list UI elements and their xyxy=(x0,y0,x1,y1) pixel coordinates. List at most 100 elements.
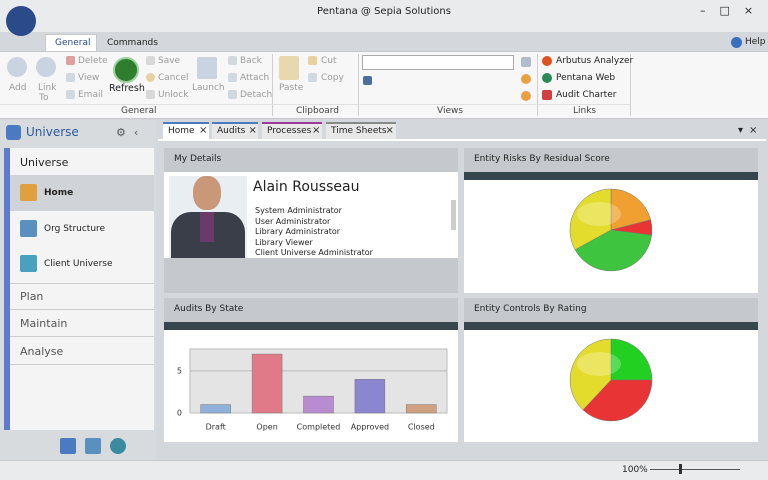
back-icon xyxy=(228,56,237,65)
view-icon[interactable] xyxy=(521,91,531,101)
views-dropdown[interactable] xyxy=(362,55,514,70)
sidebar-icon[interactable] xyxy=(60,438,76,454)
nav-group[interactable]: Plan xyxy=(20,290,44,303)
ribbon-button[interactable]: To xyxy=(39,93,49,103)
x-tick-label: Completed xyxy=(297,423,341,432)
collapse-bar[interactable] xyxy=(164,322,458,330)
ribbon-button[interactable]: Detach xyxy=(240,90,273,100)
panel-header: Entity Controls By Rating xyxy=(464,298,758,322)
panel-header: My Details xyxy=(164,148,458,172)
email-icon xyxy=(66,90,75,99)
help-link[interactable]: Help xyxy=(745,37,766,47)
ribbon-tab[interactable]: Commands xyxy=(107,38,158,48)
view-icon xyxy=(66,73,75,82)
universe-icon xyxy=(6,125,21,140)
doc-tab-label[interactable]: Time Sheets xyxy=(331,126,387,136)
ribbon-button[interactable]: Unlock xyxy=(158,90,189,100)
photo-tie xyxy=(200,212,214,242)
nav-group[interactable]: Analyse xyxy=(20,345,64,358)
x-tick-label: Draft xyxy=(206,423,226,432)
link[interactable]: Arbutus Analyzer xyxy=(556,56,634,66)
nav-item[interactable]: Home xyxy=(44,188,74,198)
pie-slice xyxy=(569,188,612,251)
ribbon-button[interactable]: Link xyxy=(38,83,57,93)
add-icon xyxy=(7,57,27,77)
chart: 0 5 Draft Open Completed Approved Closed xyxy=(164,330,458,442)
x-tick-label: Closed xyxy=(408,423,435,432)
doc-tab-label[interactable]: Home xyxy=(168,126,195,136)
doc-tab[interactable] xyxy=(262,122,322,139)
sidebar-icon[interactable] xyxy=(110,438,126,454)
user-name: Alain Rousseau xyxy=(253,179,360,195)
pie-highlight xyxy=(577,352,621,376)
ribbon-button[interactable]: Save xyxy=(158,56,181,66)
ribbon-button[interactable]: Refresh xyxy=(109,83,145,94)
window-controls[interactable]: –□× xyxy=(700,4,768,17)
status-bar xyxy=(0,460,768,480)
separator xyxy=(10,283,154,284)
ribbon-button[interactable]: Add xyxy=(9,83,27,93)
tab-controls[interactable]: ▾× xyxy=(738,125,764,136)
tab-close[interactable]: × × xyxy=(312,125,394,136)
help-icon[interactable] xyxy=(731,37,742,48)
panel-title: Entity Controls By Rating xyxy=(474,304,587,314)
zoom-slider[interactable] xyxy=(650,469,740,470)
ribbon-button[interactable]: View xyxy=(78,73,100,83)
view-icon[interactable] xyxy=(521,74,531,84)
ribbon-group-label: Links xyxy=(573,106,597,116)
scrollbar[interactable] xyxy=(451,200,456,230)
ribbon-button[interactable]: Cancel xyxy=(158,73,189,83)
app-logo[interactable] xyxy=(6,6,36,36)
y-tick-label: 0 xyxy=(177,409,182,418)
sidebar-controls[interactable]: ⚙‹ xyxy=(116,126,147,139)
pie-slice xyxy=(574,229,652,272)
ribbon-group-label: General xyxy=(121,106,157,116)
separator xyxy=(358,54,359,116)
ribbon-button[interactable]: Cut xyxy=(321,56,337,66)
separator xyxy=(537,54,538,116)
separator xyxy=(272,54,273,116)
ribbon-button[interactable]: Attach xyxy=(240,73,270,83)
ribbon-button[interactable]: Copy xyxy=(321,73,344,83)
doc-tab-label[interactable]: Audits xyxy=(217,126,246,136)
view-icon[interactable] xyxy=(521,57,531,67)
collapse-bar[interactable] xyxy=(464,322,758,330)
bar xyxy=(406,404,437,414)
nav-strip xyxy=(4,148,10,430)
tab-close[interactable]: × × xyxy=(199,125,257,136)
ribbon-tab-active[interactable] xyxy=(45,34,97,52)
ribbon-button[interactable]: Delete xyxy=(78,56,108,66)
doc-tab[interactable] xyxy=(212,122,258,139)
cancel-icon xyxy=(146,73,155,82)
link[interactable]: Pentana Web xyxy=(556,73,616,83)
nav-group[interactable]: Maintain xyxy=(20,317,68,330)
link[interactable]: Audit Charter xyxy=(556,90,617,100)
ribbon-button[interactable]: Launch xyxy=(192,83,225,93)
x-tick-label: Approved xyxy=(351,423,389,432)
pie-highlight xyxy=(577,202,621,226)
role: System Administrator xyxy=(255,206,342,215)
details-footer xyxy=(164,258,458,293)
doc-tab[interactable] xyxy=(326,122,396,139)
collapse-bar[interactable] xyxy=(464,172,758,180)
role: User Administrator xyxy=(255,216,331,226)
ribbon-button[interactable]: Paste xyxy=(279,83,304,93)
sidebar-title: Universe xyxy=(26,125,79,139)
tab-underline xyxy=(158,139,766,141)
doc-tab-label[interactable]: Processes xyxy=(267,126,312,136)
nav-item[interactable]: Client Universe xyxy=(44,259,113,269)
sidebar-icon[interactable] xyxy=(85,438,101,454)
panel-title: Audits By State xyxy=(174,304,244,314)
zoom-thumb[interactable] xyxy=(679,464,682,474)
doc-tab[interactable] xyxy=(163,122,209,139)
ribbon-tab[interactable]: General xyxy=(55,38,91,48)
ribbon-button[interactable]: Back xyxy=(240,56,262,66)
role: Library Viewer xyxy=(255,237,313,247)
bar xyxy=(200,404,231,414)
chart xyxy=(464,180,758,293)
pie-slice xyxy=(610,188,652,231)
separator xyxy=(10,309,154,310)
ribbon-button[interactable]: Email xyxy=(78,90,103,100)
nav-item[interactable]: Org Structure xyxy=(44,224,106,234)
window-title: Pentana @ Sepia Solutions xyxy=(317,6,451,17)
